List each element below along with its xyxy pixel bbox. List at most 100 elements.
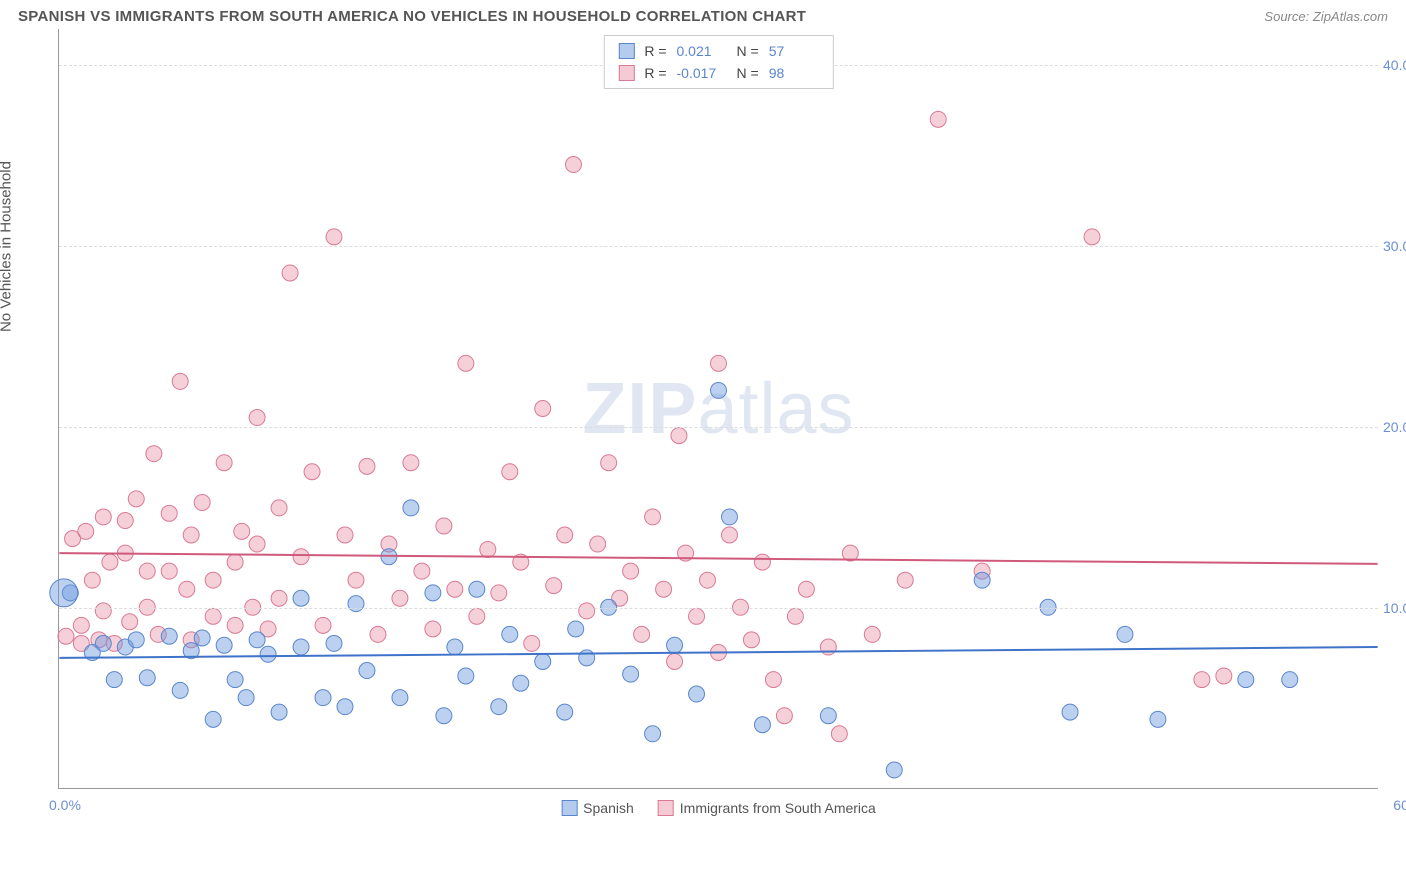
data-point — [359, 663, 375, 679]
grid-line — [59, 246, 1378, 247]
source-link[interactable]: ZipAtlas.com — [1313, 9, 1388, 24]
data-point — [78, 523, 94, 539]
data-point — [234, 523, 250, 539]
data-point — [370, 626, 386, 642]
data-point — [139, 563, 155, 579]
data-point — [102, 554, 118, 570]
data-point — [897, 572, 913, 588]
data-point — [502, 464, 518, 480]
data-point — [886, 762, 902, 778]
data-point — [326, 229, 342, 245]
data-point — [1117, 626, 1133, 642]
data-point — [95, 603, 111, 619]
data-point — [1194, 672, 1210, 688]
data-point — [765, 672, 781, 688]
data-point — [535, 654, 551, 670]
plot-area: ZIPatlas R = 0.021 N = 57 R = -0.017 N =… — [58, 29, 1378, 789]
data-point — [216, 455, 232, 471]
data-point — [172, 373, 188, 389]
data-point — [1216, 668, 1232, 684]
data-point — [293, 590, 309, 606]
data-point — [172, 682, 188, 698]
data-point — [392, 690, 408, 706]
data-point — [447, 639, 463, 655]
grid-line — [59, 608, 1378, 609]
legend-label-spanish: Spanish — [583, 800, 634, 816]
y-tick-label: 30.0% — [1383, 238, 1406, 254]
data-point — [436, 708, 452, 724]
swatch-pink-icon — [658, 800, 674, 816]
data-point — [754, 554, 770, 570]
data-point — [1150, 711, 1166, 727]
data-point — [447, 581, 463, 597]
scatter-svg — [59, 29, 1378, 788]
correlation-stats-box: R = 0.021 N = 57 R = -0.017 N = 98 — [603, 35, 833, 89]
data-point — [667, 637, 683, 653]
chart-title: SPANISH VS IMMIGRANTS FROM SOUTH AMERICA… — [18, 8, 806, 25]
data-point — [128, 632, 144, 648]
data-point — [249, 410, 265, 426]
header: SPANISH VS IMMIGRANTS FROM SOUTH AMERICA… — [0, 0, 1406, 29]
data-point — [122, 614, 138, 630]
data-point — [403, 500, 419, 516]
data-point — [721, 527, 737, 543]
data-point — [436, 518, 452, 534]
y-tick-label: 40.0% — [1383, 57, 1406, 73]
data-point — [623, 563, 639, 579]
data-point — [535, 401, 551, 417]
data-point — [700, 572, 716, 588]
y-tick-label: 20.0% — [1383, 419, 1406, 435]
data-point — [337, 527, 353, 543]
data-point — [491, 585, 507, 601]
data-point — [930, 111, 946, 127]
legend-item-immigrants: Immigrants from South America — [658, 800, 876, 816]
data-point — [787, 608, 803, 624]
data-point — [95, 509, 111, 525]
data-point — [146, 446, 162, 462]
data-point — [579, 603, 595, 619]
data-point — [645, 726, 661, 742]
data-point — [348, 596, 364, 612]
r-value-spanish: 0.021 — [677, 40, 727, 62]
data-point — [95, 635, 111, 651]
data-point — [458, 355, 474, 371]
source-attribution: Source: ZipAtlas.com — [1264, 9, 1388, 24]
stats-row-spanish: R = 0.021 N = 57 — [618, 40, 818, 62]
data-point — [293, 639, 309, 655]
data-point — [271, 500, 287, 516]
grid-line — [59, 427, 1378, 428]
data-point — [776, 708, 792, 724]
data-point — [139, 670, 155, 686]
data-point — [205, 608, 221, 624]
x-tick-label: 0.0% — [49, 797, 81, 813]
r-label: R = — [644, 62, 666, 84]
data-point — [721, 509, 737, 525]
data-point — [1238, 672, 1254, 688]
data-point — [216, 637, 232, 653]
data-point — [227, 672, 243, 688]
stats-row-immigrants: R = -0.017 N = 98 — [618, 62, 818, 84]
data-point — [974, 572, 990, 588]
r-value-immigrants: -0.017 — [677, 62, 727, 84]
data-point — [864, 626, 880, 642]
data-point — [73, 617, 89, 633]
data-point — [469, 581, 485, 597]
data-point — [106, 672, 122, 688]
source-label: Source: — [1264, 9, 1309, 24]
data-point — [458, 668, 474, 684]
data-point — [117, 513, 133, 529]
data-point — [590, 536, 606, 552]
data-point — [689, 608, 705, 624]
data-point — [546, 578, 562, 594]
data-point-large — [50, 579, 78, 607]
y-axis-label: No Vehicles in Household — [0, 161, 15, 332]
data-point — [557, 527, 573, 543]
data-point — [304, 464, 320, 480]
data-point — [469, 608, 485, 624]
data-point — [524, 635, 540, 651]
data-point — [161, 628, 177, 644]
data-point — [1282, 672, 1298, 688]
data-point — [425, 585, 441, 601]
data-point — [754, 717, 770, 733]
data-point — [480, 541, 496, 557]
